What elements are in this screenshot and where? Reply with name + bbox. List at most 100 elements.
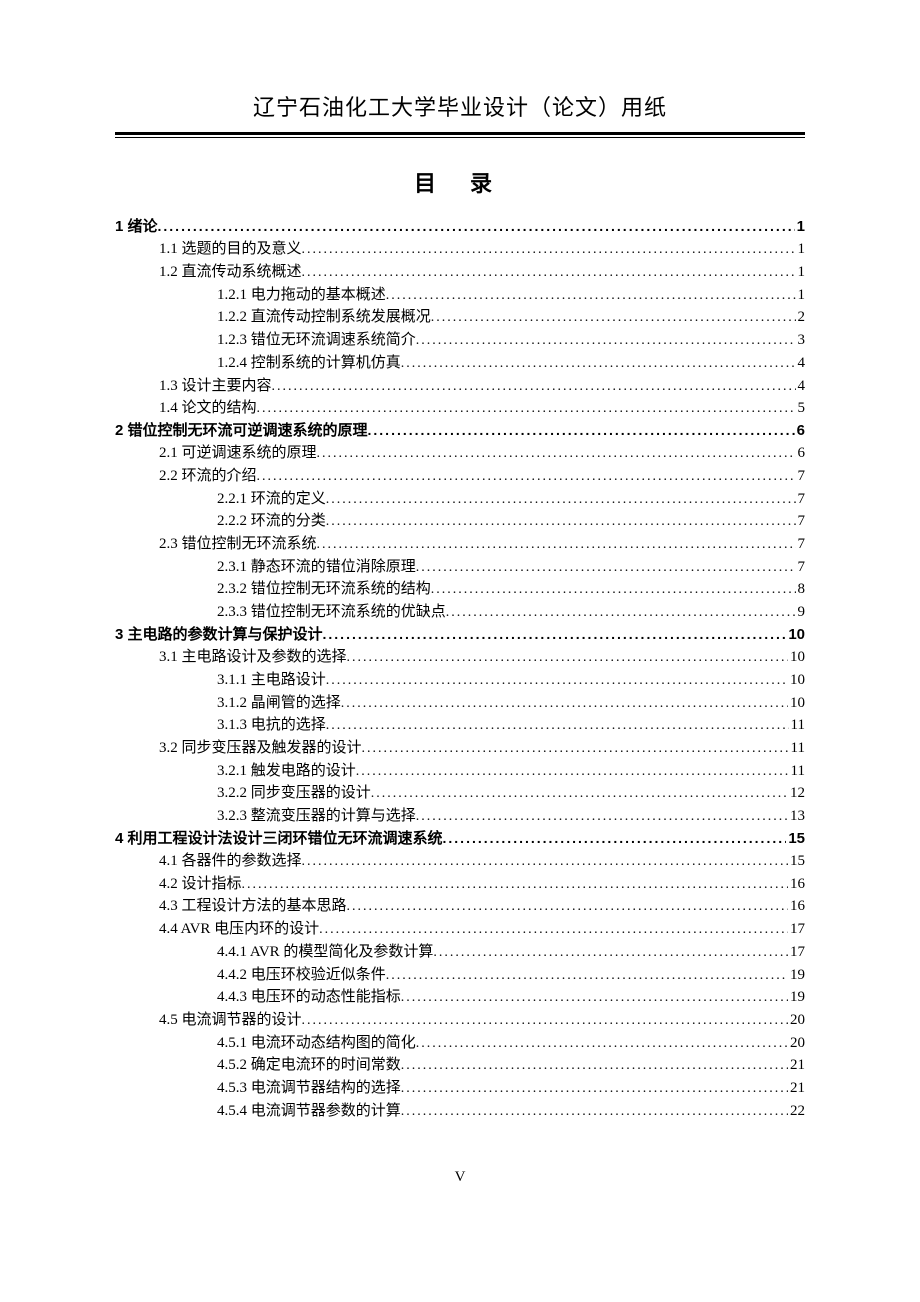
toc-entry-label: 3.2.1 触发电路的设计	[217, 760, 356, 782]
toc-entry-page: 19	[788, 964, 805, 986]
toc-entry-page: 20	[788, 1032, 805, 1054]
toc-entry-label: 2.3 错位控制无环流系统	[159, 533, 317, 555]
toc-entry-page: 20	[788, 1009, 805, 1031]
toc-entry-page: 19	[788, 986, 805, 1008]
toc-entry-page: 7	[796, 533, 806, 555]
toc-entry: 3.1.1 主电路设计 10	[115, 669, 805, 692]
toc-entry-page: 10	[788, 646, 805, 668]
toc-title: 目 录	[115, 166, 805, 198]
toc-entry-page: 10	[788, 669, 805, 691]
toc-leader-dots	[431, 308, 796, 329]
toc-leader-dots	[371, 784, 788, 805]
toc-entry-label: 4.5.3 电流调节器结构的选择	[217, 1077, 401, 1099]
toc-leader-dots	[362, 739, 789, 760]
toc-entry: 1.2.1 电力拖动的基本概述1	[115, 284, 805, 307]
header-rule-thin	[115, 137, 805, 138]
toc-leader-dots	[302, 852, 788, 873]
toc-entry-page: 1	[796, 261, 806, 283]
toc-entry: 4.5.2 确定电流环的时间常数 21	[115, 1054, 805, 1077]
toc-entry: 1.1 选题的目的及意义 1	[115, 238, 805, 261]
toc-entry-label: 1.2 直流传动系统概述	[159, 261, 302, 283]
toc-leader-dots	[302, 240, 796, 261]
toc-entry: 4.5.1 电流环动态结构图的简化20	[115, 1032, 805, 1055]
toc-leader-dots	[416, 331, 796, 352]
toc-entry-page: 1	[796, 284, 806, 306]
toc-entry-label: 2.2.1 环流的定义	[217, 488, 326, 510]
toc-entry-label: 3 主电路的参数计算与保护设计	[115, 624, 323, 646]
toc-entry-label: 2.1 可逆调速系统的原理	[159, 442, 317, 464]
toc-entry: 4.1 各器件的参数选择 15	[115, 850, 805, 873]
toc-entry-label: 4.1 各器件的参数选择	[159, 850, 302, 872]
toc-leader-dots	[416, 807, 788, 828]
table-of-contents: 1 绪论11.1 选题的目的及意义11.2 直流传动系统概述11.2.1 电力拖…	[115, 216, 805, 1123]
toc-entry: 2.3.1 静态环流的错位消除原理 7	[115, 556, 805, 579]
toc-entry: 1.2.3 错位无环流调速系统简介3	[115, 329, 805, 352]
toc-entry: 4.5.4 电流调节器参数的计算22	[115, 1100, 805, 1123]
toc-entry-page: 1	[796, 238, 806, 260]
toc-entry-label: 3.1.1 主电路设计	[217, 669, 326, 691]
toc-entry-label: 2.2.2 环流的分类	[217, 510, 326, 532]
toc-entry-page: 7	[796, 488, 806, 510]
toc-entry-label: 1.4 论文的结构	[159, 397, 257, 419]
toc-leader-dots	[347, 648, 788, 669]
toc-entry: 2.2.1 环流的定义 7	[115, 488, 805, 511]
toc-entry-label: 1.2.2 直流传动控制系统发展概况	[217, 306, 431, 328]
toc-entry: 3.2.2 同步变压器的设计12	[115, 782, 805, 805]
toc-leader-dots	[257, 399, 796, 420]
toc-entry-label: 4.4 AVR 电压内环的设计	[159, 918, 319, 940]
toc-entry-label: 4.4.3 电压环的动态性能指标	[217, 986, 401, 1008]
toc-entry: 2.3 错位控制无环流系统 7	[115, 533, 805, 556]
toc-entry-label: 4.3 工程设计方法的基本思路	[159, 895, 347, 917]
toc-entry-page: 15	[788, 850, 805, 872]
document-page: 辽宁石油化工大学毕业设计（论文）用纸 目 录 1 绪论11.1 选题的目的及意义…	[0, 0, 920, 1236]
toc-entry: 3.2 同步变压器及触发器的设计 11	[115, 737, 805, 760]
toc-entry-page: 6	[796, 442, 806, 464]
toc-entry-page: 7	[796, 510, 806, 532]
toc-leader-dots	[326, 671, 788, 692]
toc-entry: 3.1.2 晶闸管的选择10	[115, 692, 805, 715]
toc-entry-label: 3.2.3 整流变压器的计算与选择	[217, 805, 416, 827]
toc-entry-label: 2.3.1 静态环流的错位消除原理	[217, 556, 416, 578]
toc-entry-page: 10	[786, 624, 805, 646]
toc-entry-label: 2.3.2 错位控制无环流系统的结构	[217, 578, 431, 600]
toc-entry: 4.4 AVR 电压内环的设计17	[115, 918, 805, 941]
toc-entry-page: 7	[796, 556, 806, 578]
toc-entry-page: 6	[795, 420, 805, 442]
toc-entry: 4.5.3 电流调节器结构的选择 21	[115, 1077, 805, 1100]
toc-entry-label: 4.2 设计指标	[159, 873, 242, 895]
toc-entry-page: 5	[796, 397, 806, 419]
toc-entry-label: 2.3.3 错位控制无环流系统的优缺点	[217, 601, 446, 623]
toc-entry: 2.1 可逆调速系统的原理 6	[115, 442, 805, 465]
toc-entry-page: 16	[788, 873, 805, 895]
toc-leader-dots	[323, 624, 787, 645]
toc-leader-dots	[386, 286, 796, 307]
toc-entry: 3.1 主电路设计及参数的选择10	[115, 646, 805, 669]
toc-leader-dots	[443, 828, 787, 849]
toc-entry-page: 21	[788, 1054, 805, 1076]
toc-entry: 4 利用工程设计法设计三闭环错位无环流调速系统 15	[115, 828, 805, 850]
toc-entry: 2.3.3 错位控制无环流系统的优缺点9	[115, 601, 805, 624]
toc-entry-label: 1.1 选题的目的及意义	[159, 238, 302, 260]
toc-leader-dots	[272, 377, 796, 398]
toc-leader-dots	[386, 966, 788, 987]
toc-leader-dots	[341, 694, 788, 715]
toc-leader-dots	[401, 1102, 788, 1123]
toc-leader-dots	[416, 1034, 788, 1055]
toc-entry-page: 2	[796, 306, 806, 328]
toc-entry-page: 11	[789, 737, 805, 759]
toc-entry-label: 3.1.3 电抗的选择	[217, 714, 326, 736]
page-number: V	[115, 1169, 805, 1186]
toc-entry-label: 1.2.4 控制系统的计算机仿真	[217, 352, 401, 374]
toc-entry-label: 4.5.2 确定电流环的时间常数	[217, 1054, 401, 1076]
header-rule-thick	[115, 132, 805, 135]
toc-entry-page: 12	[788, 782, 805, 804]
toc-entry-page: 11	[789, 760, 805, 782]
toc-leader-dots	[431, 580, 796, 601]
toc-entry-page: 15	[786, 828, 805, 850]
toc-entry-label: 4 利用工程设计法设计三闭环错位无环流调速系统	[115, 828, 443, 850]
toc-entry-page: 11	[789, 714, 805, 736]
toc-entry-page: 21	[788, 1077, 805, 1099]
toc-entry-label: 3.2 同步变压器及触发器的设计	[159, 737, 362, 759]
toc-entry-label: 2 错位控制无环流可逆调速系统的原理	[115, 420, 368, 442]
page-header: 辽宁石油化工大学毕业设计（论文）用纸	[115, 90, 805, 132]
